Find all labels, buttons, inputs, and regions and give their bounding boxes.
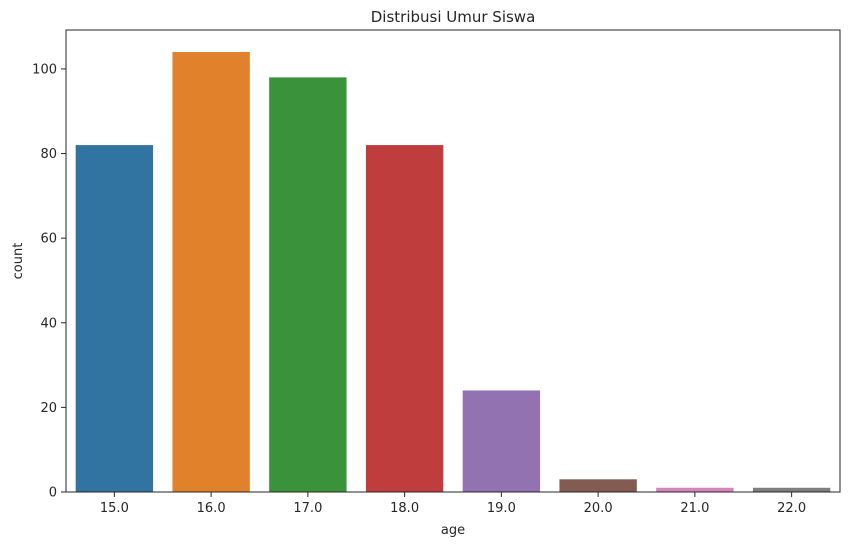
bar-16.0 [172, 52, 250, 492]
y-tick-label: 0 [49, 486, 57, 501]
x-tick-label: 16.0 [197, 501, 226, 516]
x-tick-label: 20.0 [584, 501, 613, 516]
y-tick-label: 40 [40, 316, 57, 331]
y-tick-label: 20 [40, 401, 57, 416]
x-tick-label: 17.0 [293, 501, 322, 516]
x-tick-label: 18.0 [390, 501, 419, 516]
x-axis-label: age [441, 523, 465, 538]
x-tick-label: 21.0 [680, 501, 709, 516]
y-tick-label: 60 [40, 232, 57, 247]
x-axis: 15.0 16.0 17.0 18.0 19.0 20.0 21.0 22.0 [100, 492, 806, 516]
y-tick-label: 100 [32, 62, 57, 77]
x-tick-label: 22.0 [777, 501, 806, 516]
bar-19.0 [462, 390, 541, 492]
bar-20.0 [559, 479, 637, 492]
x-tick-label: 15.0 [100, 501, 129, 516]
y-axis-label: count [11, 243, 26, 280]
chart-title: Distribusi Umur Siswa [371, 8, 536, 26]
y-axis: 0 20 40 60 80 100 [32, 62, 66, 501]
x-tick-label: 19.0 [487, 501, 516, 516]
bar-15.0 [75, 145, 154, 492]
bar-22.0 [752, 487, 831, 492]
bars-group [75, 52, 831, 492]
plot-frame [65, 29, 841, 493]
bar-17.0 [269, 77, 347, 492]
bar-21.0 [656, 487, 734, 492]
bar-18.0 [365, 145, 444, 492]
y-tick-label: 80 [40, 147, 57, 162]
